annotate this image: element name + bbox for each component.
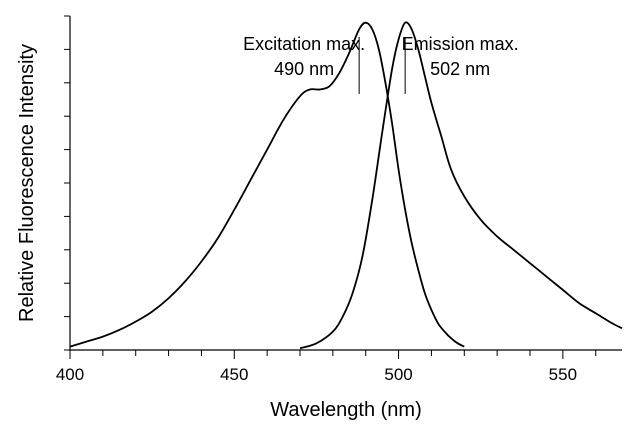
- excitation-max-value: 490 nm: [274, 59, 334, 79]
- y-axis-title: Relative Fluorescence Intensity: [16, 44, 38, 322]
- ticks: 400 450 500 550: [56, 15, 597, 384]
- emission-max-label: Emission max.: [402, 34, 519, 54]
- emission-curve: [299, 21, 623, 350]
- emission-max-value: 502 nm: [430, 59, 490, 79]
- x-tick-label: 500: [384, 365, 412, 384]
- x-axis-title: Wavelength (nm): [270, 399, 422, 421]
- axes: [69, 16, 622, 351]
- excitation-curve: [69, 21, 465, 348]
- excitation-max-label: Excitation max.: [243, 34, 365, 54]
- x-tick-label: 450: [220, 365, 248, 384]
- series-layer: [69, 21, 623, 350]
- x-tick-label: 400: [56, 365, 84, 384]
- annotation-layer: Excitation max. 490 nm Emission max. 502…: [243, 34, 519, 94]
- x-tick-label: 550: [549, 365, 577, 384]
